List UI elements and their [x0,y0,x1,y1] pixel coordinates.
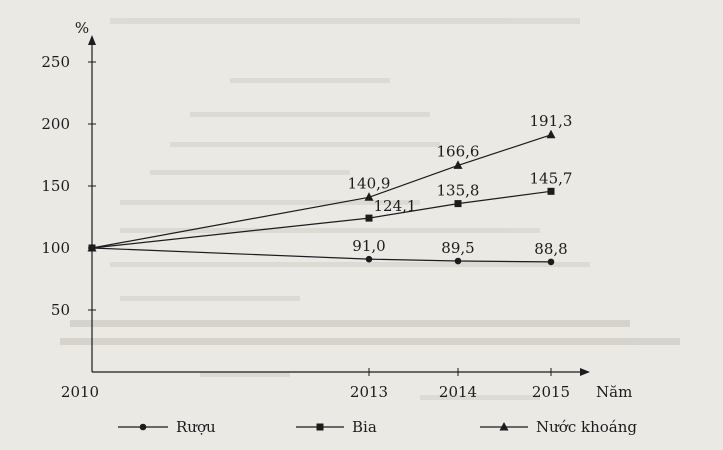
point-marker-circle [547,258,555,266]
data-label: 89,5 [441,239,474,257]
y-axis-arrow [88,35,96,45]
point-marker-square [547,187,555,195]
legend-label: Nước khoáng [536,418,637,436]
point-marker-triangle [364,192,374,201]
data-label: 91,0 [352,237,385,255]
y-tick-label: 250 [41,53,70,71]
point-marker-circle [139,423,147,431]
y-tick-label: 100 [41,239,70,257]
y-tick-label: 50 [51,301,70,319]
point-marker-triangle [546,129,556,139]
point-marker-square [316,423,324,431]
x-tick-label: 2015 [532,383,570,401]
data-label: 191,3 [530,112,573,130]
legend-item-ruou: Rượu [118,418,216,436]
point-marker-triangle [87,243,97,252]
y-axis-unit-label: % [75,19,89,37]
point-marker-triangle [453,160,463,169]
point-marker-square [454,200,462,208]
point-marker-circle [365,255,373,263]
data-labels: 91,0 89,5 88,8 124,1 135,8 145,7 140,9 166,6 191… [348,112,573,258]
series-bia [88,187,555,252]
x-axis-arrow [580,368,590,376]
data-label: 140,9 [348,174,391,192]
point-marker-square [365,214,373,222]
series-line [91,190,552,249]
x-tick-label: 2014 [439,383,477,401]
point-marker-circle [454,257,462,265]
legend-item-nuoc-khoang: Nước khoáng [480,418,637,436]
y-tick-label: 200 [41,115,70,133]
legend-label: Bia [352,418,377,436]
data-label: 135,8 [437,182,480,200]
axes: % 50 100 150 200 250 2010 2013 2014 2015 Năm [41,19,632,401]
series-layer [87,129,556,266]
data-label: 88,8 [534,240,567,258]
y-tick-label: 150 [41,177,70,195]
background-texture [60,18,680,400]
series-line [91,247,552,263]
data-label: 145,7 [530,169,573,187]
legend: Rượu Bia Nước khoáng [118,418,637,436]
x-tick-label: 2010 [61,383,99,401]
data-label: 124,1 [374,197,417,215]
point-marker-triangle [499,422,509,431]
data-label: 166,6 [437,142,480,160]
legend-label: Rượu [176,418,216,436]
x-tick-label: 2013 [350,383,388,401]
x-axis-unit-label: Năm [596,383,632,401]
series-nuoc-khoang [87,129,556,252]
legend-item-bia: Bia [296,418,377,436]
series-line [91,134,552,249]
